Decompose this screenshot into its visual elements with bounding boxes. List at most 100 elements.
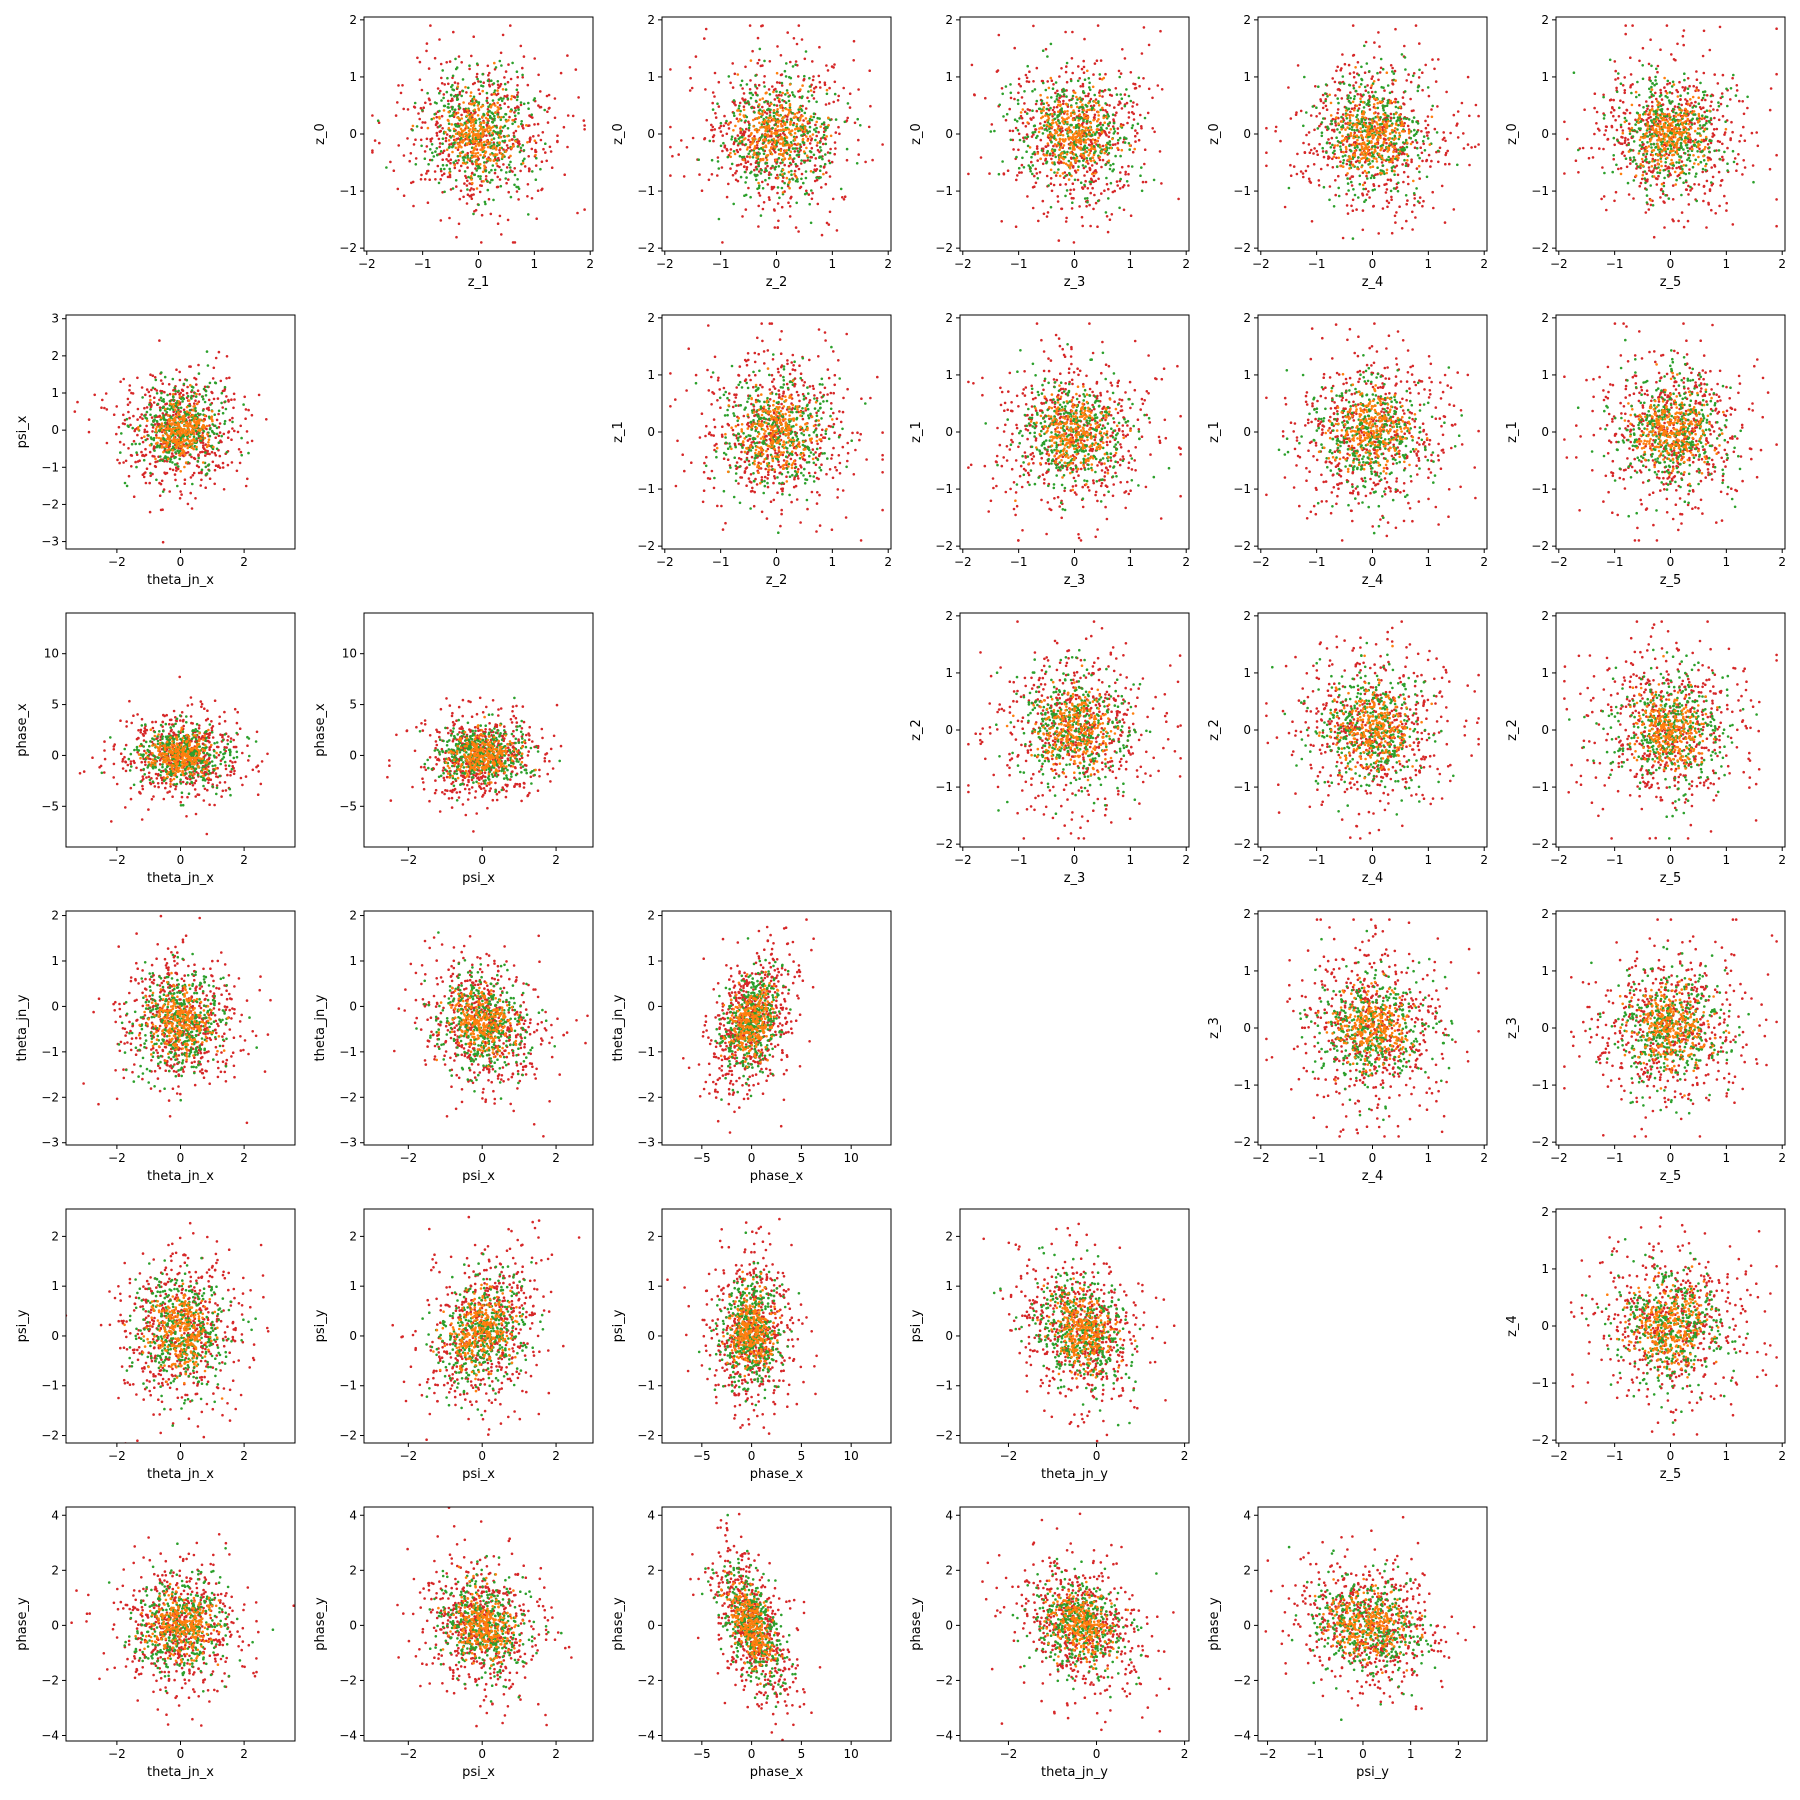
scatter-point	[793, 142, 796, 146]
scatter-point	[418, 78, 422, 81]
scatter-point	[812, 90, 816, 94]
scatter-point	[766, 120, 770, 123]
scatter-point	[1143, 148, 1147, 151]
scatter-point	[1595, 110, 1599, 114]
scatter-point	[481, 89, 485, 93]
scatter-point	[488, 125, 491, 128]
scatter-point	[1093, 62, 1097, 65]
scatter-point	[732, 150, 736, 153]
scatter-point	[1041, 162, 1045, 166]
scatter-point	[1341, 165, 1345, 168]
scatter-point	[1083, 78, 1087, 81]
scatter-point	[1077, 109, 1081, 113]
scatter-point	[713, 95, 716, 98]
scatter-point	[1362, 122, 1366, 126]
scatter-point	[1274, 125, 1278, 129]
scatter-point	[1091, 138, 1095, 141]
scatter-point	[527, 107, 530, 110]
scatter-point	[509, 77, 513, 81]
scatter-point	[436, 164, 440, 168]
scatter-point	[423, 178, 427, 181]
scatter-point	[1069, 161, 1073, 164]
scatter-point	[737, 120, 740, 123]
y-tick-label: 0	[647, 127, 655, 141]
scatter-point	[516, 105, 519, 108]
scatter-point	[458, 154, 462, 158]
scatter-point	[447, 82, 450, 86]
scatter-point	[1265, 151, 1268, 154]
scatter-point	[797, 24, 801, 27]
scatter-point	[1429, 165, 1432, 168]
scatter-point	[1593, 106, 1596, 110]
scatter-point	[516, 91, 520, 94]
scatter-point	[766, 100, 769, 103]
scatter-point	[1111, 137, 1114, 141]
scatter-point	[1335, 69, 1338, 73]
scatter-point	[729, 151, 732, 155]
scatter-point	[798, 147, 801, 150]
scatter-point	[1422, 135, 1426, 138]
scatter-point	[473, 117, 477, 121]
scatter-point	[1401, 123, 1405, 127]
scatter-point	[1083, 37, 1086, 41]
scatter-point	[751, 156, 755, 159]
scatter-point	[759, 214, 763, 217]
scatter-point	[1049, 76, 1053, 80]
scatter-point	[1382, 123, 1386, 126]
scatter-point	[1058, 140, 1061, 143]
scatter-point	[757, 225, 760, 228]
scatter-point	[1045, 160, 1049, 164]
scatter-point	[857, 138, 860, 142]
scatter-point	[1076, 105, 1079, 109]
scatter-point	[781, 180, 784, 183]
scatter-point	[1084, 129, 1087, 132]
scatter-point	[843, 120, 847, 124]
scatter-point	[767, 126, 770, 129]
scatter-point	[1351, 143, 1355, 146]
scatter-point	[509, 24, 512, 27]
scatter-point	[506, 127, 510, 130]
scatter-point	[795, 153, 799, 157]
scatter-point	[1350, 180, 1353, 184]
x-tick-label: −2	[1252, 257, 1270, 271]
scatter-point	[537, 104, 540, 107]
scatter-point	[796, 111, 799, 115]
scatter-point	[1051, 161, 1054, 164]
scatter-point	[1009, 91, 1013, 95]
y-axis-label: z_0	[611, 123, 626, 145]
scatter-point	[1324, 104, 1328, 108]
scatter-point	[1265, 126, 1268, 130]
scatter-point	[1355, 115, 1358, 119]
scatter-point	[1026, 108, 1030, 111]
scatter-point	[1370, 134, 1374, 137]
scatter-point	[1409, 142, 1413, 146]
scatter-point	[775, 110, 779, 113]
scatter-point	[1096, 199, 1100, 203]
scatter-point	[806, 131, 809, 135]
scatter-point	[776, 125, 779, 128]
scatter-point	[1318, 142, 1321, 146]
scatter-point	[1381, 97, 1385, 100]
scatter-point	[1650, 100, 1654, 104]
scatter-point	[1322, 117, 1325, 120]
scatter-point	[411, 180, 415, 184]
scatter-point	[1393, 214, 1397, 218]
scatter-point	[757, 191, 761, 195]
scatter-point	[461, 89, 465, 93]
scatter-point	[1366, 131, 1370, 134]
scatter-point	[499, 118, 503, 122]
scatter-point	[1388, 91, 1392, 95]
scatter-point	[1609, 111, 1613, 114]
scatter-point	[1066, 122, 1069, 126]
scatter-point	[1420, 151, 1424, 155]
scatter-point	[776, 202, 780, 205]
scatter-point	[446, 118, 450, 122]
scatter-point	[439, 89, 442, 93]
scatter-point	[711, 91, 715, 94]
scatter-point	[1381, 207, 1385, 210]
scatter-point	[809, 221, 813, 225]
scatter-point	[831, 197, 835, 201]
scatter-point	[1109, 164, 1112, 167]
scatter-point	[773, 139, 777, 143]
scatter-point	[1119, 93, 1122, 96]
